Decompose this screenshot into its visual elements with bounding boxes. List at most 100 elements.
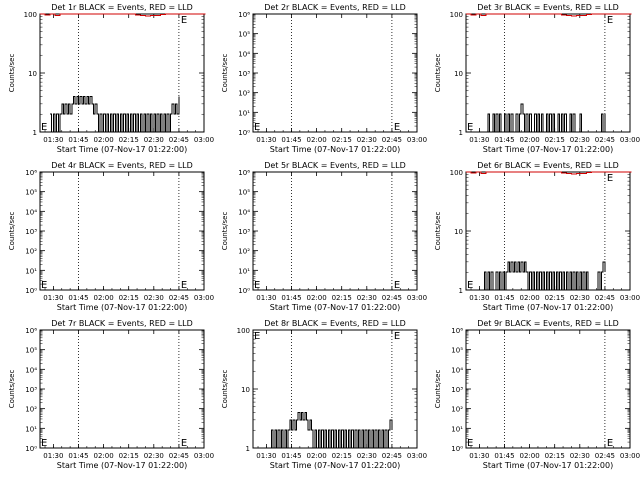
x-tick-label: 03:00	[407, 136, 427, 144]
e-marker-right: E	[607, 438, 613, 449]
x-tick-label: 03:00	[620, 136, 640, 144]
x-tick-label: 02:15	[545, 452, 565, 460]
y-tick-label: 10⁴	[25, 366, 37, 374]
x-tick-label: 01:30	[469, 294, 489, 302]
panel-title: Det 3r BLACK = Events, RED = LLD	[477, 3, 619, 12]
x-tick-label: 02:15	[332, 294, 352, 302]
x-tick-label: 02:30	[357, 452, 377, 460]
x-tick-label: 02:45	[382, 452, 402, 460]
lld-series-line	[466, 171, 632, 175]
x-tick-label: 02:00	[93, 294, 113, 302]
x-tick-label: 01:45	[68, 294, 88, 302]
x-tick-label: 02:30	[570, 136, 590, 144]
events-series-line	[269, 412, 393, 449]
x-axis-label: Start Time (07-Nov-17 01:22:00)	[57, 461, 187, 470]
x-tick-label: 02:30	[570, 452, 590, 460]
y-tick-label: 10	[454, 228, 463, 236]
x-tick-label: 01:30	[469, 452, 489, 460]
y-axis-label: Counts/sec	[221, 54, 229, 93]
y-tick-label: 10⁴	[451, 366, 463, 374]
x-axis-label: Start Time (07-Nov-17 01:22:00)	[57, 145, 187, 154]
x-tick-label: 01:45	[281, 452, 301, 460]
x-tick-label: 01:45	[494, 452, 514, 460]
x-tick-label: 03:00	[407, 452, 427, 460]
x-tick-label: 02:30	[144, 294, 164, 302]
x-axis-label: Start Time (07-Nov-17 01:22:00)	[270, 145, 400, 154]
y-axis-label: Counts/sec	[434, 370, 442, 409]
x-tick-label: 02:45	[595, 452, 615, 460]
x-tick-label: 02:45	[595, 294, 615, 302]
panel-title: Det 8r BLACK = Events, RED = LLD	[264, 319, 406, 328]
y-axis-label: Counts/sec	[221, 370, 229, 409]
x-tick-label: 02:45	[382, 294, 402, 302]
x-axis-label: Start Time (07-Nov-17 01:22:00)	[57, 303, 187, 312]
y-tick-label: 10¹	[451, 425, 463, 433]
x-tick-label: 02:15	[332, 136, 352, 144]
x-tick-label: 01:30	[256, 294, 276, 302]
y-tick-label: 10⁵	[25, 189, 37, 197]
x-tick-label: 02:00	[519, 452, 539, 460]
events-series-line	[486, 103, 606, 133]
y-tick-label: 10³	[238, 70, 250, 78]
y-tick-label: 10⁰	[25, 445, 37, 453]
e-marker-right: E	[181, 438, 187, 449]
e-marker-right: E	[181, 15, 187, 26]
x-tick-label: 02:45	[169, 294, 189, 302]
detector-panel: Det 6r BLACK = Events, RED = LLD 01:30 01:…	[434, 161, 640, 312]
panel-title: Det 5r BLACK = Events, RED = LLD	[264, 161, 406, 170]
y-tick-label: 10¹	[25, 425, 37, 433]
plot-frame	[39, 329, 205, 449]
x-tick-label: 02:45	[382, 136, 402, 144]
y-tick-label: 10⁰	[451, 445, 463, 453]
x-tick-label: 02:15	[332, 452, 352, 460]
e-marker-left: E	[467, 122, 473, 133]
x-tick-label: 02:00	[306, 136, 326, 144]
detector-panel: Det 9r BLACK = Events, RED = LLD 01:30 01:…	[434, 319, 640, 470]
x-tick-label: 02:15	[119, 452, 139, 460]
x-tick-label: 02:15	[545, 294, 565, 302]
e-marker-right: E	[394, 122, 400, 133]
y-axis-label: Counts/sec	[434, 54, 442, 93]
y-tick-label: 10⁰	[238, 287, 250, 295]
detector-panel: Det 1r BLACK = Events, RED = LLD 01:30 01:…	[8, 3, 214, 154]
y-tick-label: 100	[450, 11, 463, 19]
x-tick-label: 02:45	[169, 136, 189, 144]
panel-title: Det 6r BLACK = Events, RED = LLD	[477, 161, 619, 170]
x-tick-label: 02:00	[306, 452, 326, 460]
y-tick-label: 10	[454, 70, 463, 78]
panel-title: Det 9r BLACK = Events, RED = LLD	[477, 319, 619, 328]
y-tick-label: 10⁵	[451, 347, 463, 355]
y-tick-label: 10⁶	[25, 169, 37, 177]
y-tick-label: 10³	[25, 228, 37, 236]
x-tick-label: 02:30	[144, 136, 164, 144]
y-tick-label: 10⁰	[25, 287, 37, 295]
y-axis-label: Counts/sec	[8, 370, 16, 409]
x-axis-label: Start Time (07-Nov-17 01:22:00)	[483, 145, 613, 154]
plot-frame	[252, 13, 418, 133]
x-tick-label: 02:45	[169, 452, 189, 460]
x-axis-label: Start Time (07-Nov-17 01:22:00)	[270, 303, 400, 312]
y-tick-label: 10⁶	[238, 11, 250, 19]
detector-panel: Det 8r BLACK = Events, RED = LLD 01:30 01:…	[221, 319, 427, 470]
x-tick-label: 01:45	[68, 136, 88, 144]
y-tick-label: 10²	[238, 90, 250, 98]
events-series-line	[50, 96, 180, 133]
y-tick-label: 1	[33, 129, 37, 137]
plot-frame	[465, 329, 631, 449]
x-tick-label: 02:30	[357, 294, 377, 302]
y-tick-label: 10⁵	[25, 347, 37, 355]
events-series-line	[482, 261, 606, 291]
e-marker-right: E	[181, 280, 187, 291]
e-marker-left: E	[41, 438, 47, 449]
x-tick-label: 02:00	[93, 452, 113, 460]
y-axis-label: Counts/sec	[8, 212, 16, 251]
detector-panel: Det 3r BLACK = Events, RED = LLD 01:30 01:…	[434, 3, 640, 154]
x-tick-label: 02:00	[306, 294, 326, 302]
y-axis-label: Counts/sec	[8, 54, 16, 93]
x-tick-label: 01:45	[494, 136, 514, 144]
detector-panel: Det 5r BLACK = Events, RED = LLD 01:30 01:…	[221, 161, 427, 312]
plot-frame	[39, 171, 205, 291]
lld-series-line	[466, 13, 632, 17]
x-tick-label: 02:15	[119, 294, 139, 302]
